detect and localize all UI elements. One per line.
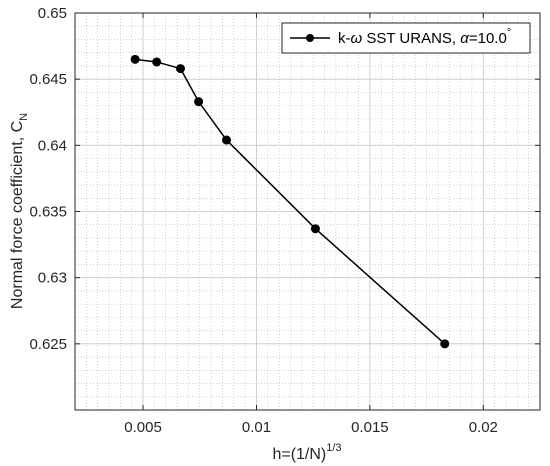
y-tick-label: 0.64 (38, 137, 67, 154)
legend-box (281, 22, 531, 54)
y-tick-label: 0.645 (29, 71, 67, 88)
axis-ticks (75, 12, 540, 410)
y-tick-label: 0.635 (29, 204, 67, 221)
legend-marker (306, 34, 314, 42)
y-tick-label: 0.65 (38, 5, 67, 22)
y-tick-labels: 0.625 0.63 0.635 0.64 0.645 0.65 (29, 5, 67, 353)
legend-label: k-ω SST URANS, α=10.0° (338, 27, 511, 47)
x-tick-label: 0.005 (124, 419, 162, 436)
y-tick-label: 0.63 (38, 270, 67, 287)
y-tick-label: 0.625 (29, 336, 67, 353)
data-point (222, 135, 232, 145)
series-layer (130, 54, 450, 349)
x-tick-label: 0.015 (351, 419, 389, 436)
data-point (152, 57, 162, 67)
data-point (194, 97, 204, 107)
data-point (175, 64, 185, 74)
y-axis-label: Normal force coefficient, CN (9, 113, 30, 309)
x-tick-labels: 0.005 0.01 0.015 0.02 (124, 419, 498, 436)
data-point (130, 54, 140, 64)
x-axis-label: h=(1/N)1/3 (272, 442, 341, 463)
data-point (440, 339, 450, 349)
legend: k-ω SST URANS, α=10.0° (281, 22, 531, 54)
x-tick-label: 0.01 (242, 419, 271, 436)
x-tick-label: 0.02 (469, 419, 498, 436)
data-point (310, 224, 320, 234)
